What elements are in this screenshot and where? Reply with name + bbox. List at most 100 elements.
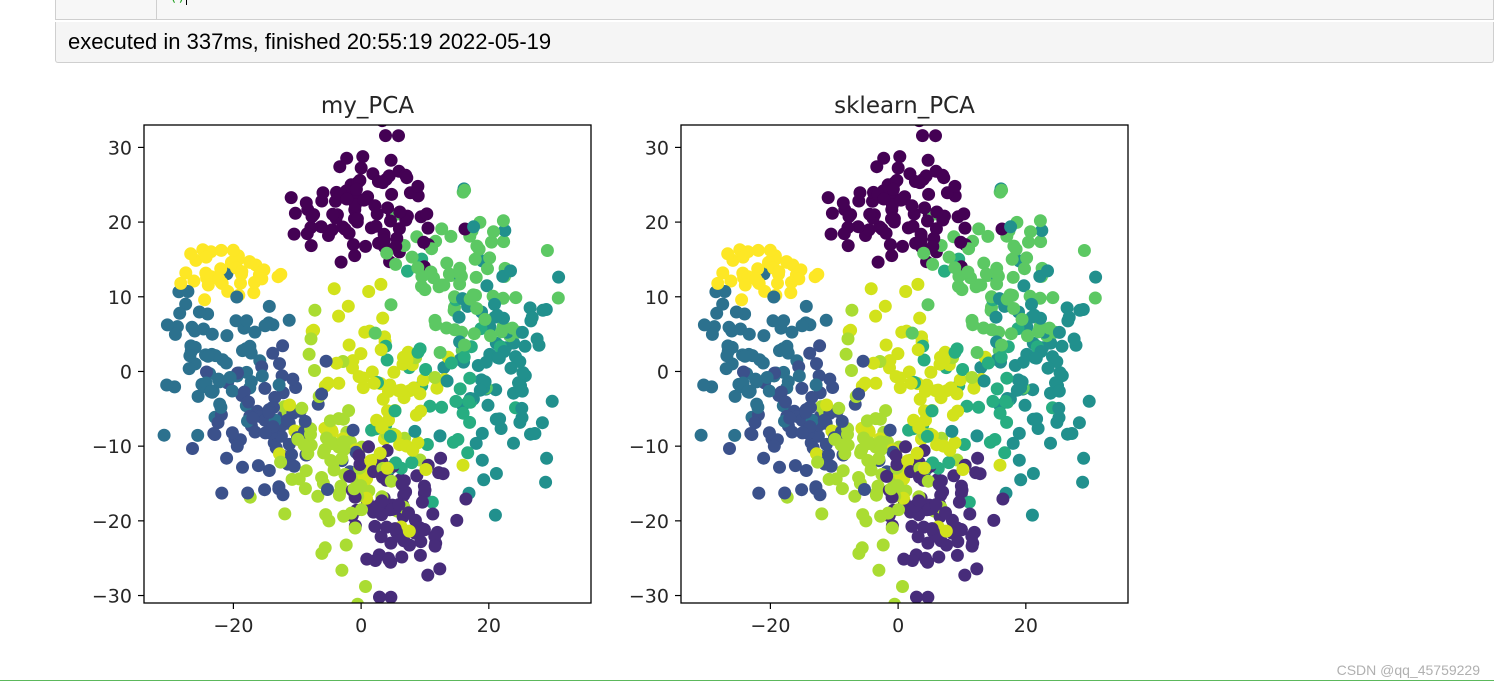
scatter-point <box>298 482 312 496</box>
scatter-point <box>888 597 901 603</box>
scatter-point <box>1020 251 1034 265</box>
scatter-point <box>168 327 182 341</box>
scatter-point <box>914 233 928 247</box>
scatter-point <box>545 394 559 408</box>
scatter-point <box>332 488 346 502</box>
scatter-point <box>387 365 401 379</box>
scatter-point <box>174 276 188 290</box>
scatter-point <box>324 437 338 451</box>
scatter-point <box>1089 270 1103 284</box>
scatter-point <box>1072 416 1086 430</box>
scatter-point <box>437 278 451 292</box>
scatter-point <box>389 257 403 271</box>
scatter-point <box>326 207 340 221</box>
scatter-point <box>749 372 762 386</box>
scatter-point <box>1067 332 1081 346</box>
scatter-point <box>475 426 489 440</box>
scatter-point <box>901 454 915 468</box>
scatter-point <box>392 498 406 512</box>
scatter-point <box>352 370 366 384</box>
scatter-point <box>262 299 276 313</box>
scatter-point <box>869 412 883 426</box>
scatter-point <box>373 446 387 460</box>
code-paren: () <box>169 0 186 5</box>
scatter-point <box>304 239 318 253</box>
scatter-point <box>483 251 497 265</box>
scatter-point <box>295 401 309 415</box>
chart-my_PCA: my_PCA −20 0 20 30 20 10 0 −10 −20 −30 <box>92 93 592 637</box>
scatter-point <box>970 346 984 359</box>
scatter-point <box>762 426 776 440</box>
scatter-point <box>958 568 972 582</box>
scatter-point <box>1052 401 1066 415</box>
y-tick-label: −20 <box>92 511 132 533</box>
scatter-point <box>1012 426 1026 440</box>
scatter-point <box>1012 453 1026 467</box>
scatter-point <box>349 182 363 196</box>
scatter-point <box>835 414 849 428</box>
scatter-point <box>362 285 376 298</box>
scatter-point <box>799 464 813 477</box>
scatter-point <box>314 220 328 234</box>
scatter-point <box>795 483 809 497</box>
scatter-point <box>384 536 398 550</box>
scatter-point <box>192 305 206 319</box>
x-tick-label: −20 <box>213 615 253 637</box>
scatter-point <box>1025 508 1039 522</box>
scatter-point <box>1077 451 1091 465</box>
scatter-point <box>421 221 435 235</box>
scatter-point <box>856 354 870 368</box>
scatter-point <box>990 382 1004 396</box>
scatter-point <box>287 227 301 241</box>
scatter-point <box>299 196 313 210</box>
chart-title: sklearn_PCA <box>834 93 975 119</box>
scatter-point <box>334 255 348 269</box>
scatter-point <box>237 385 251 399</box>
scatter-point <box>442 267 456 281</box>
scatter-point <box>280 413 294 427</box>
scatter-point <box>1005 252 1019 266</box>
scatter-point <box>479 355 493 369</box>
scatter-point <box>757 329 771 343</box>
scatter-point <box>954 523 968 537</box>
code-fragment[interactable]: () <box>169 0 187 7</box>
scatter-point <box>836 464 850 478</box>
scatter-point <box>756 356 770 370</box>
scatter-point <box>212 372 225 386</box>
scatter-point <box>489 467 503 480</box>
scatter-point <box>420 207 434 221</box>
scatter-point <box>348 521 362 535</box>
scatter-point <box>792 360 806 374</box>
scatter-point <box>376 311 390 325</box>
scatter-point <box>924 365 938 379</box>
scatter-point <box>995 338 1008 352</box>
scatter-point <box>1061 314 1075 328</box>
scatter-point <box>481 398 495 412</box>
scatter-point <box>751 262 765 276</box>
scatter-point <box>530 332 544 346</box>
scatter-point <box>201 278 215 292</box>
scatter-point <box>955 483 969 497</box>
scatter-point <box>851 220 865 234</box>
scatter-point <box>972 222 986 236</box>
scatter-point <box>861 437 875 451</box>
scatter-point <box>305 210 319 223</box>
scatter-point <box>931 383 945 397</box>
scatter-point <box>824 459 838 473</box>
scatter-point <box>986 394 1000 408</box>
scatter-point <box>468 252 482 266</box>
scatter-point <box>837 227 851 241</box>
scatter-point <box>803 346 817 360</box>
scatter-point <box>528 427 542 440</box>
scatter-point <box>760 371 774 384</box>
scatter-point <box>1088 291 1102 305</box>
scatter-point <box>478 312 492 326</box>
scatter-point <box>994 350 1008 364</box>
scatter-point <box>337 443 351 456</box>
scatter-point <box>748 416 762 430</box>
scatter-point <box>891 479 905 493</box>
scatter-point <box>435 400 449 414</box>
scatter-point <box>448 323 462 337</box>
scatter-point <box>894 193 908 207</box>
scatter-point <box>207 427 221 440</box>
